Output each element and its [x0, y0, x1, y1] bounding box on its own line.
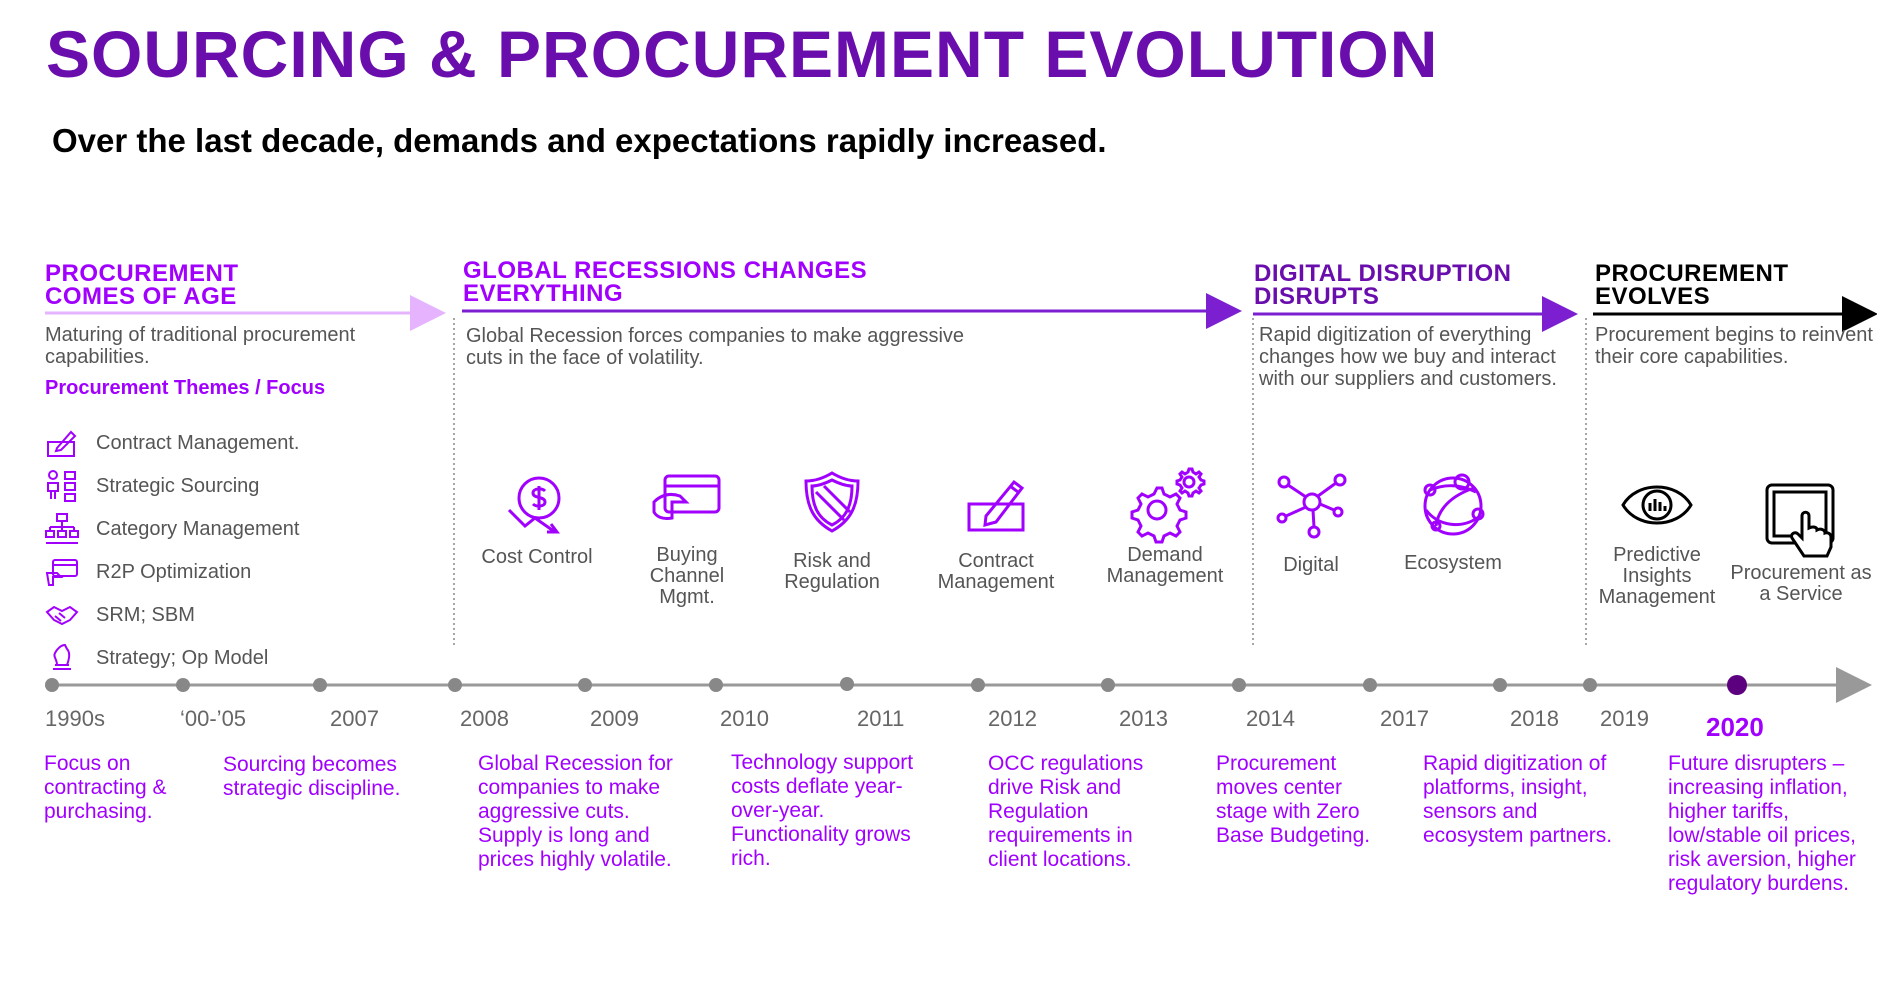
focus-label: Ecosystem [1404, 552, 1502, 574]
theme-label: Category Management [96, 517, 300, 540]
year-label: 2013 [1119, 706, 1168, 731]
event-text: Global Recession for companies to make a… [478, 752, 673, 871]
event-text: Procurement moves center stage with Zero… [1216, 752, 1371, 847]
theme-label: Strategic Sourcing [96, 474, 260, 497]
phase-3-desc: Rapid digitization of everything changes… [1259, 324, 1557, 390]
year-label: 2010 [720, 706, 769, 731]
focus-item-predictive: Predictive Insights Management [1582, 480, 1732, 608]
focus-label: Contract Management [937, 550, 1055, 593]
year-label: 2011 [857, 706, 905, 731]
focus-item-paas: Procurement as a Service [1726, 482, 1876, 605]
year-label: 2018 [1510, 706, 1559, 731]
focus-item-digital: Digital [1236, 472, 1386, 576]
payment-card-icon [652, 474, 721, 520]
event-text: Focus on contracting & purchasing. [44, 752, 167, 823]
theme-label: SRM; SBM [96, 603, 195, 626]
hierarchy-icon [45, 513, 79, 544]
focus-label: Procurement as a Service [1730, 562, 1872, 605]
handshake-icon [45, 605, 79, 626]
focus-item-demand: Demand Management [1090, 466, 1240, 587]
timeline-dot-2020 [1727, 675, 1747, 695]
phase-1-title: PROCUREMENT COMES OF AGE [45, 260, 239, 310]
eye-chart-icon [1621, 485, 1693, 525]
tablet-touch-icon [1765, 483, 1835, 558]
year-label: 2012 [988, 706, 1037, 731]
focus-label: Cost Control [481, 546, 593, 568]
signature-icon [967, 479, 1025, 532]
network-icon [1276, 473, 1347, 539]
event-text: Technology support costs deflate year-ov… [731, 751, 914, 870]
theme-label: R2P Optimization [96, 560, 252, 583]
focus-item-contract: Contract Management [921, 472, 1071, 593]
theme-item: Contract Management. [45, 426, 299, 460]
year-label-highlight: 2020 [1706, 712, 1764, 742]
year-label: 1990s [45, 706, 105, 731]
focus-label: Buying Channel Mgmt. [649, 544, 725, 608]
theme-label: Strategy; Op Model [96, 646, 269, 669]
theme-item: SRM; SBM [45, 598, 195, 632]
year-label: 2014 [1246, 706, 1295, 731]
focus-item-risk: Risk and Regulation [757, 470, 907, 593]
theme-item: Category Management [45, 512, 299, 546]
page-subtitle: Over the last decade, demands and expect… [52, 122, 1107, 159]
focus-label: Predictive Insights Management [1598, 544, 1716, 608]
phase-1-desc: Maturing of traditional procurement capa… [45, 324, 356, 368]
event-text: Rapid digitization of platforms, insight… [1423, 752, 1613, 847]
focus-item-buying-channel: Buying Channel Mgmt. [612, 472, 762, 608]
globe-nodes-icon [1423, 473, 1485, 536]
gears-icon [1130, 467, 1206, 544]
phase-2-title: GLOBAL RECESSIONS CHANGES EVERYTHING [463, 257, 868, 307]
theme-item: R2P Optimization [45, 555, 251, 589]
phase-4-desc: Procurement begins to reinvent their cor… [1595, 324, 1873, 368]
focus-item-cost-control: Cost Control [462, 470, 612, 568]
theme-item: Strategy; Op Model [45, 641, 268, 675]
dollar-down-icon [507, 476, 561, 534]
focus-item-ecosystem: Ecosystem [1378, 470, 1528, 574]
theme-item: Strategic Sourcing [45, 469, 259, 503]
year-label: 2019 [1600, 706, 1649, 731]
contract-sign-icon [47, 430, 77, 457]
page-title: SOURCING & PROCUREMENT EVOLUTION [46, 17, 1439, 91]
timeline-dots [45, 677, 1597, 692]
year-label: 2007 [330, 706, 379, 731]
year-label: 2017 [1380, 706, 1429, 731]
year-label: 2008 [460, 706, 509, 731]
phase-3-title: DIGITAL DISRUPTION DISRUPTS [1254, 260, 1512, 310]
sourcing-icon [47, 470, 76, 502]
event-text: OCC regulations drive Risk and Regulatio… [988, 752, 1144, 871]
themes-heading: Procurement Themes / Focus [45, 377, 326, 399]
focus-label: Demand Management [1106, 544, 1224, 587]
year-label: ‘00-’05 [180, 706, 247, 731]
phase-4-title: PROCUREMENT EVOLVES [1595, 260, 1789, 310]
event-text: Future disrupters – increasing inflation… [1668, 752, 1856, 895]
focus-label: Digital [1283, 554, 1339, 576]
shield-icon [804, 471, 860, 533]
year-label: 2009 [590, 706, 639, 731]
event-text: Sourcing becomes strategic discipline. [223, 753, 401, 800]
theme-label: Contract Management. [96, 431, 300, 454]
focus-label: Risk and Regulation [784, 550, 880, 593]
card-transfer-icon [45, 559, 78, 586]
phase-2-desc: Global Recession forces companies to mak… [466, 325, 965, 369]
chess-knight-icon [53, 643, 71, 670]
